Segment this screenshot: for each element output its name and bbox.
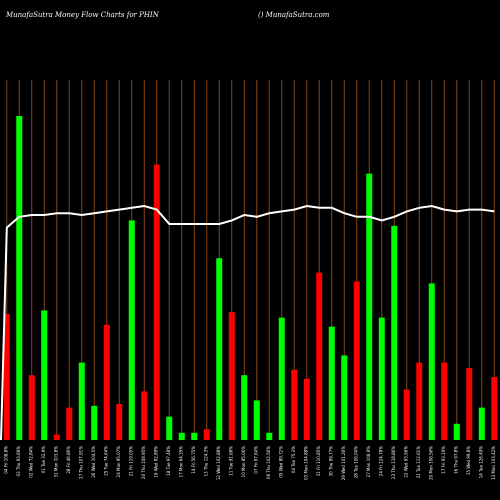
x-tick-label: 05 Wed 89.72% <box>278 446 283 478</box>
bar <box>316 272 323 440</box>
x-tick-label: 04 Tue 75.3% <box>291 446 296 473</box>
x-tick-label: 07 Fri 97.64% <box>253 446 258 474</box>
x-tick-label: 13 Mon 103.42% <box>491 446 496 480</box>
bar <box>116 404 123 440</box>
bar <box>328 326 335 440</box>
x-tick-label: 15 Wed 99.8% <box>466 446 471 475</box>
x-tick-label: 01 Tue 32.9% <box>41 446 46 473</box>
x-tick-label: 14 Tue 126.49% <box>478 446 483 478</box>
bar <box>341 355 348 440</box>
bar <box>141 391 148 440</box>
bar <box>166 416 173 440</box>
bar <box>453 423 460 440</box>
x-tick-label: 31 Fri 110.85% <box>316 446 321 476</box>
chart-title: MunafaSutra Money Flow Charts for PHIN <box>5 11 160 19</box>
bar <box>241 375 248 440</box>
x-tick-label: 06 Thu 102.56% <box>266 446 271 479</box>
x-tick-label: 14 Fri 56.75% <box>191 446 196 474</box>
bar <box>91 405 98 440</box>
bar <box>28 375 35 440</box>
bar <box>378 317 385 440</box>
bar-series <box>3 116 498 440</box>
x-tick-label: 21 Tue 112.61% <box>416 446 421 478</box>
x-tick-label: 27 Thu 107.91% <box>78 446 83 479</box>
x-tick-label: 11 Tue 91.68% <box>228 446 233 476</box>
bar <box>391 225 398 440</box>
x-tick-label: 26 Wed 104.5% <box>91 446 96 478</box>
bar <box>253 400 260 440</box>
x-tick-label: 28 Tue 106.04% <box>353 446 358 478</box>
bar <box>266 432 273 440</box>
x-tick-label: 31 Mon 103.8% <box>53 446 58 478</box>
bar <box>103 324 110 440</box>
line-series <box>0 204 495 441</box>
x-tick-label: 04 Fri 108.8% <box>3 446 8 474</box>
x-tick-label: 24 Fri 124.78% <box>378 446 383 476</box>
bar <box>203 429 210 440</box>
bar <box>416 362 423 440</box>
x-tick-label: 03 Thu 93.69% <box>16 446 21 477</box>
x-tick-label: 25 Tue 74.64% <box>103 446 108 476</box>
x-tick-label: 19 Wed 92.89% <box>153 446 158 478</box>
bar <box>16 116 23 440</box>
site-credit: () MunafaSutra.com <box>258 11 330 19</box>
x-tick-label: 02 Wed 72.84% <box>28 446 33 478</box>
bar <box>353 281 360 440</box>
bar <box>191 432 198 440</box>
bar <box>78 362 85 440</box>
x-tick-label: 03 Mon 104.88% <box>303 446 308 480</box>
x-tick-label: 23 Thu 118.86% <box>391 446 396 479</box>
bar <box>403 389 410 440</box>
x-tick-label: 24 Mon 95.07% <box>116 446 121 478</box>
x-tick-label: 21 Fri 119.05% <box>128 446 133 476</box>
bar <box>53 434 60 440</box>
bar <box>291 369 298 440</box>
bar <box>303 378 310 440</box>
x-tick-label: 10 Mon 85.06% <box>241 446 246 478</box>
x-tick-label: 20 Mon 106.56% <box>428 446 433 480</box>
x-tick-label: 12 Wed 102.88% <box>216 446 221 480</box>
bar <box>66 407 73 440</box>
x-tick-label: 13 Thu 124.3% <box>203 446 208 477</box>
bar <box>441 362 448 440</box>
x-tick-label: 30 Thu 99.77% <box>328 446 333 477</box>
series-line <box>0 204 495 441</box>
x-tick-label: 28 Fri 46.86% <box>66 446 71 474</box>
bar <box>478 407 485 440</box>
bar <box>153 164 160 440</box>
x-tick-label: 16 Thu 97.8% <box>453 446 458 474</box>
bar <box>128 220 135 440</box>
x-tick-label: 17 Fri 93.19% <box>441 446 446 474</box>
bar <box>178 432 185 440</box>
bar <box>228 312 235 440</box>
x-tick-label: 18 Tue 97.48% <box>166 446 171 476</box>
bar <box>41 310 48 440</box>
bar <box>278 317 285 440</box>
x-tick-label: 29 Wed 101.26% <box>341 446 346 480</box>
bar <box>491 377 498 440</box>
bar <box>366 173 373 440</box>
bar <box>216 258 223 440</box>
x-tick-label: 17 Mon 64.35% <box>178 446 183 478</box>
x-tick-labels: 04 Fri 108.8% 03 Thu 93.69% 02 Wed 72.84% 0… <box>3 446 496 480</box>
x-tick-label: 27 Mon 106.9% <box>366 446 371 478</box>
x-tick-label: 20 Thu 108.95% <box>141 446 146 479</box>
bar <box>428 283 435 440</box>
bar <box>3 314 10 440</box>
x-tick-label: 22 Wed 93.56% <box>403 446 408 478</box>
bar <box>466 368 473 440</box>
